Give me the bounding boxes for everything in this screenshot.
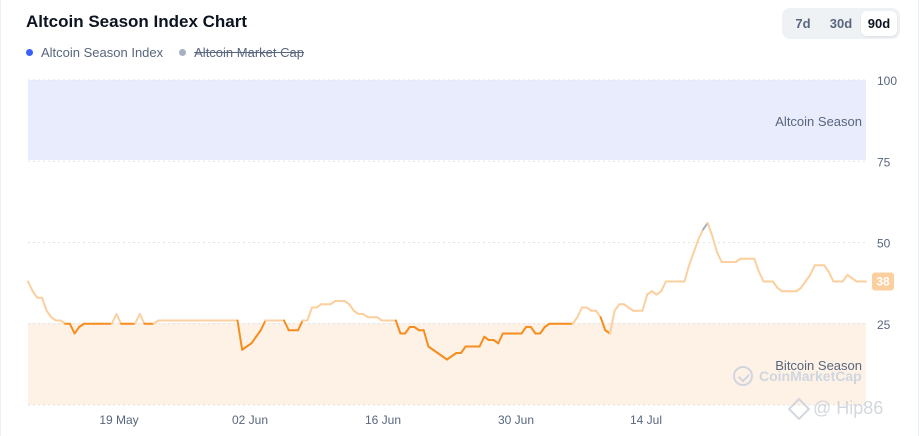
line-segment (841, 274, 849, 283)
line-segment (250, 335, 258, 345)
line-segment (478, 335, 486, 348)
line-segment (571, 316, 579, 325)
coinmarketcap-watermark: CoinMarketCap (733, 366, 862, 386)
line-segment (236, 319, 244, 351)
coinmarketcap-logo-icon (733, 366, 753, 386)
line-segment (539, 326, 546, 335)
line-segment (702, 222, 709, 231)
line-segment (134, 313, 141, 325)
line-segment (27, 280, 34, 293)
line-segment (608, 309, 616, 335)
legend-label: Altcoin Market Cap (194, 45, 304, 60)
altcoin-season-zone (28, 80, 866, 160)
line-segment (529, 326, 537, 335)
line-segment (459, 345, 467, 354)
range-tabs: 7d 30d 90d (782, 8, 900, 39)
line-segment (404, 326, 411, 335)
line-segment (348, 303, 355, 312)
x-tick-label: 19 May (99, 413, 138, 427)
index-line (27, 222, 867, 361)
range-tab-7d[interactable]: 7d (795, 16, 811, 31)
line-segment (771, 280, 779, 289)
line-segment (660, 280, 667, 293)
line-segment (138, 313, 146, 325)
line-segment (594, 309, 602, 319)
line-segment (711, 235, 719, 254)
altcoin-season-label: Altcoin Season (775, 114, 862, 129)
line-segment (716, 251, 723, 263)
line-segment (255, 329, 262, 338)
x-tick-label: 02 Jun (232, 413, 268, 427)
range-tab-90d[interactable]: 90d (861, 11, 897, 36)
line-segment (804, 274, 812, 283)
line-segment (31, 290, 39, 299)
current-value-text: 38 (876, 275, 890, 289)
line-segment (799, 280, 807, 289)
current-value-badge: 38 (872, 272, 894, 291)
x-tick-label: 16 Jun (365, 413, 401, 427)
y-tick-label: 75 (877, 155, 891, 169)
line-segment (306, 306, 313, 322)
line-segment (753, 257, 760, 273)
bitcoin-season-zone (28, 323, 866, 405)
y-tick-label: 50 (877, 237, 891, 251)
x-tick-label: 14 Jul (630, 413, 662, 427)
chart-legend: Altcoin Season Index Altcoin Market Cap (26, 45, 304, 60)
line-segment (394, 319, 402, 335)
range-tab-30d[interactable]: 30d (829, 16, 853, 31)
diamond-icon (787, 397, 811, 420)
x-tick-label: 30 Jun (498, 413, 534, 427)
line-segment (520, 326, 528, 335)
line-segment (599, 316, 607, 332)
line-segment (45, 309, 53, 319)
line-segment (827, 270, 835, 283)
legend-dot-icon (179, 49, 187, 56)
line-segment (688, 251, 695, 267)
line-segment (422, 329, 430, 348)
line-segment (683, 264, 691, 283)
legend-label: Altcoin Season Index (41, 45, 164, 60)
line-segment (40, 296, 48, 312)
y-tick-label: 25 (877, 318, 891, 332)
line-segment (757, 270, 765, 283)
line-segment (692, 238, 700, 254)
line-segment (613, 303, 621, 312)
chart-title: Altcoin Season Index Chart (26, 12, 248, 31)
y-axis-ticks: 100 75 50 25 (877, 74, 897, 332)
line-segment (73, 326, 81, 335)
overlay-watermark: @ Hip86 (787, 397, 884, 420)
line-segment (297, 319, 304, 332)
legend-dot-icon (26, 49, 33, 56)
line-segment (283, 319, 290, 332)
line-segment (497, 332, 504, 345)
y-tick-label: 100 (877, 74, 897, 88)
legend-item-altcoin-market-cap[interactable]: Altcoin Market Cap (179, 45, 304, 60)
line-segment (68, 322, 76, 335)
line-segment (823, 264, 830, 273)
line-segment (641, 293, 649, 312)
legend-item-altcoin-season-index[interactable]: Altcoin Season Index (26, 45, 163, 60)
line-segment (110, 313, 118, 325)
line-segment (259, 319, 267, 332)
overlay-watermark-text: @ Hip86 (813, 398, 884, 418)
x-axis-ticks: 19 May 02 Jun 16 Jun 30 Jun 14 Jul (99, 413, 662, 427)
line-segment (809, 264, 816, 276)
watermark-text: CoinMarketCap (759, 368, 862, 384)
line-segment (697, 228, 705, 241)
bitcoin-season-label: Bitcoin Season (775, 358, 862, 373)
line-segment (576, 306, 584, 319)
line-segment (115, 313, 123, 325)
line-segment (706, 222, 714, 237)
